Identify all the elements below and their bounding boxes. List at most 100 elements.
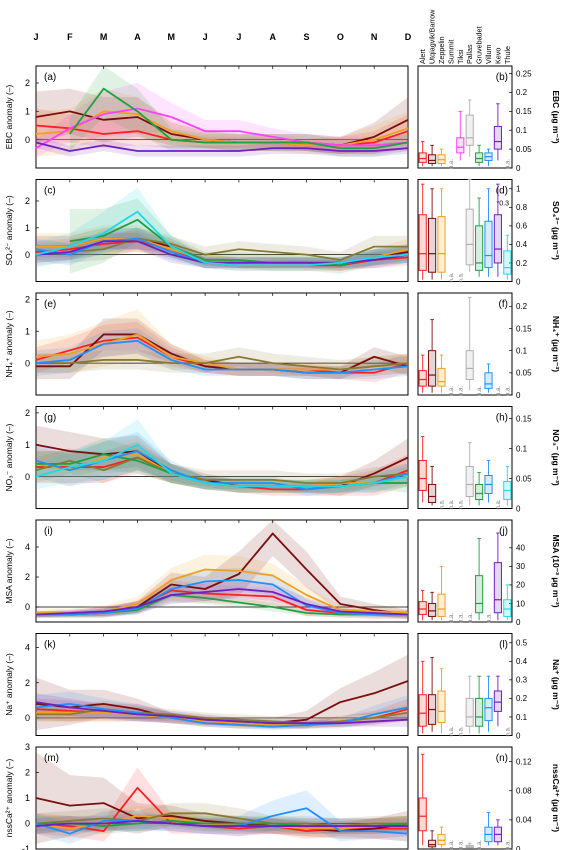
series-line bbox=[35, 820, 408, 827]
box-iqr bbox=[428, 217, 437, 273]
box-frame bbox=[417, 292, 513, 396]
box-panel-tag: (j) bbox=[499, 526, 508, 537]
station-label: Pallas bbox=[465, 44, 474, 64]
y-tick-label: 0 bbox=[25, 819, 30, 829]
not-available-label: n.a. bbox=[440, 499, 446, 509]
box-y-tick-label: 0.2 bbox=[516, 88, 528, 97]
not-available-label: n.a. bbox=[505, 159, 511, 169]
box-iqr bbox=[475, 152, 484, 163]
panel-frame bbox=[35, 633, 409, 736]
y-tick-label: 2 bbox=[25, 678, 30, 688]
not-available-label: n.a. bbox=[458, 726, 464, 736]
series-band bbox=[36, 419, 408, 493]
series-line bbox=[36, 333, 409, 374]
y-axis-label: NO₃⁻ anomaly (–) bbox=[4, 423, 14, 491]
y-tick-label: 2 bbox=[25, 78, 30, 88]
box-iqr bbox=[418, 694, 427, 727]
not-available-label: n.a. bbox=[505, 726, 511, 736]
not-available-label: n.a. bbox=[458, 386, 464, 396]
box-panel-tag: (d) bbox=[496, 186, 508, 197]
y-tick-label: 2 bbox=[25, 768, 30, 778]
box-y-axis-label: Na⁺ (µg m⁻³) bbox=[551, 659, 561, 710]
month-label: M bbox=[168, 32, 176, 42]
station-label: Alert bbox=[418, 49, 427, 64]
y-tick-label: 4 bbox=[25, 542, 30, 552]
y-tick-label: 0 bbox=[25, 713, 30, 723]
series-line bbox=[35, 443, 409, 488]
not-available-label: n.a. bbox=[449, 159, 455, 169]
box-iqr bbox=[428, 350, 437, 387]
box-iqr bbox=[437, 216, 446, 273]
box-y-tick-label: 40 bbox=[516, 544, 525, 553]
box-iqr bbox=[418, 797, 427, 832]
not-available-label: n.a. bbox=[458, 272, 464, 282]
series-line bbox=[35, 588, 409, 616]
box-panel: 0 0.05 0.1 0.15 0.2 0.25 (b) EBC (µg m⁻³) n.a. n.… bbox=[417, 65, 561, 173]
box-iqr bbox=[418, 370, 427, 387]
box-y-tick-label: 0.15 bbox=[516, 324, 532, 333]
box-panel-tag: (l) bbox=[499, 640, 508, 651]
series-line bbox=[35, 339, 409, 374]
box-iqr bbox=[493, 690, 502, 712]
box-y-axis-label: SO₄²⁻ (µg m⁻³) bbox=[551, 201, 561, 260]
series-line bbox=[35, 210, 409, 267]
y-axis-label: nssCa²⁺ anomaly (–) bbox=[4, 759, 14, 838]
box-y-tick-label: 0 bbox=[516, 731, 521, 740]
box-y-tick-label: 0.1 bbox=[516, 444, 528, 453]
series-band bbox=[36, 225, 408, 269]
box-iqr bbox=[465, 697, 474, 727]
not-available-label: n.a. bbox=[505, 386, 511, 396]
box-iqr bbox=[493, 214, 502, 264]
not-available-label: n.a. bbox=[477, 386, 483, 396]
line-panel: 0 2 4 MSA anomaly (–) (i) bbox=[4, 519, 409, 623]
box-frame bbox=[417, 519, 513, 623]
month-label: J bbox=[33, 32, 38, 42]
box-panel-tag: (n) bbox=[496, 753, 508, 764]
series-band bbox=[36, 425, 408, 496]
y-tick-label: 2 bbox=[25, 408, 30, 418]
not-available-label: n.a. bbox=[449, 499, 455, 509]
panel-tag: (g) bbox=[44, 413, 56, 424]
month-label: O bbox=[337, 32, 344, 42]
series-line bbox=[35, 701, 409, 725]
not-available-label: n.a. bbox=[458, 613, 464, 623]
box-y-tick-label: 0.25 bbox=[516, 69, 532, 78]
y-tick-label: 4 bbox=[25, 643, 30, 653]
series-band bbox=[36, 693, 408, 727]
box-iqr bbox=[465, 208, 474, 266]
box-y-tick-label: 10 bbox=[516, 599, 525, 608]
line-panel: 0 1 2 EBC anomaly (–) (a) bbox=[4, 65, 409, 169]
y-axis-label: EBC anomaly (–) bbox=[4, 84, 14, 149]
series-line bbox=[35, 702, 409, 728]
not-available-label: n.a. bbox=[449, 840, 455, 850]
box-y-tick-label: 0 bbox=[516, 277, 521, 286]
y-tick-label: 1 bbox=[25, 793, 30, 803]
not-available-label: n.a. bbox=[496, 499, 502, 509]
series-line bbox=[35, 141, 409, 152]
y-tick-label: 3 bbox=[25, 742, 30, 752]
station-label: Summit bbox=[446, 40, 455, 64]
box-y-tick-label: 0.12 bbox=[516, 757, 532, 766]
series-band bbox=[36, 187, 408, 271]
box-y-tick-label: 0 bbox=[516, 845, 521, 850]
box-iqr bbox=[437, 367, 446, 387]
box-iqr bbox=[456, 137, 465, 154]
series-band bbox=[36, 767, 408, 842]
box-iqr bbox=[493, 562, 502, 614]
box-y-tick-label: 0.1 bbox=[516, 346, 528, 355]
y-tick-label: 1 bbox=[25, 440, 30, 450]
not-available-label: n.a. bbox=[449, 726, 455, 736]
box-y-axis-label: EBC (µg m⁻³) bbox=[551, 90, 561, 143]
line-panel: 0 1 2 NO₃⁻ anomaly (–) (g) bbox=[4, 406, 409, 509]
month-label: N bbox=[371, 32, 378, 42]
not-available-label: n.a. bbox=[449, 386, 455, 396]
line-panel: 0 1 2 SO₄²⁻ anomaly (–) (c) bbox=[4, 179, 409, 282]
series-band bbox=[69, 66, 409, 157]
y-tick-label: 0 bbox=[25, 602, 30, 612]
series-band bbox=[36, 136, 408, 157]
series-band bbox=[36, 691, 408, 731]
box-iqr bbox=[475, 225, 484, 271]
box-panel: 0 0.2 0.4 0.6 0.8 1 (d) SO₄²⁻ (µg m⁻³) *0.3 n.a. n… bbox=[417, 179, 561, 286]
